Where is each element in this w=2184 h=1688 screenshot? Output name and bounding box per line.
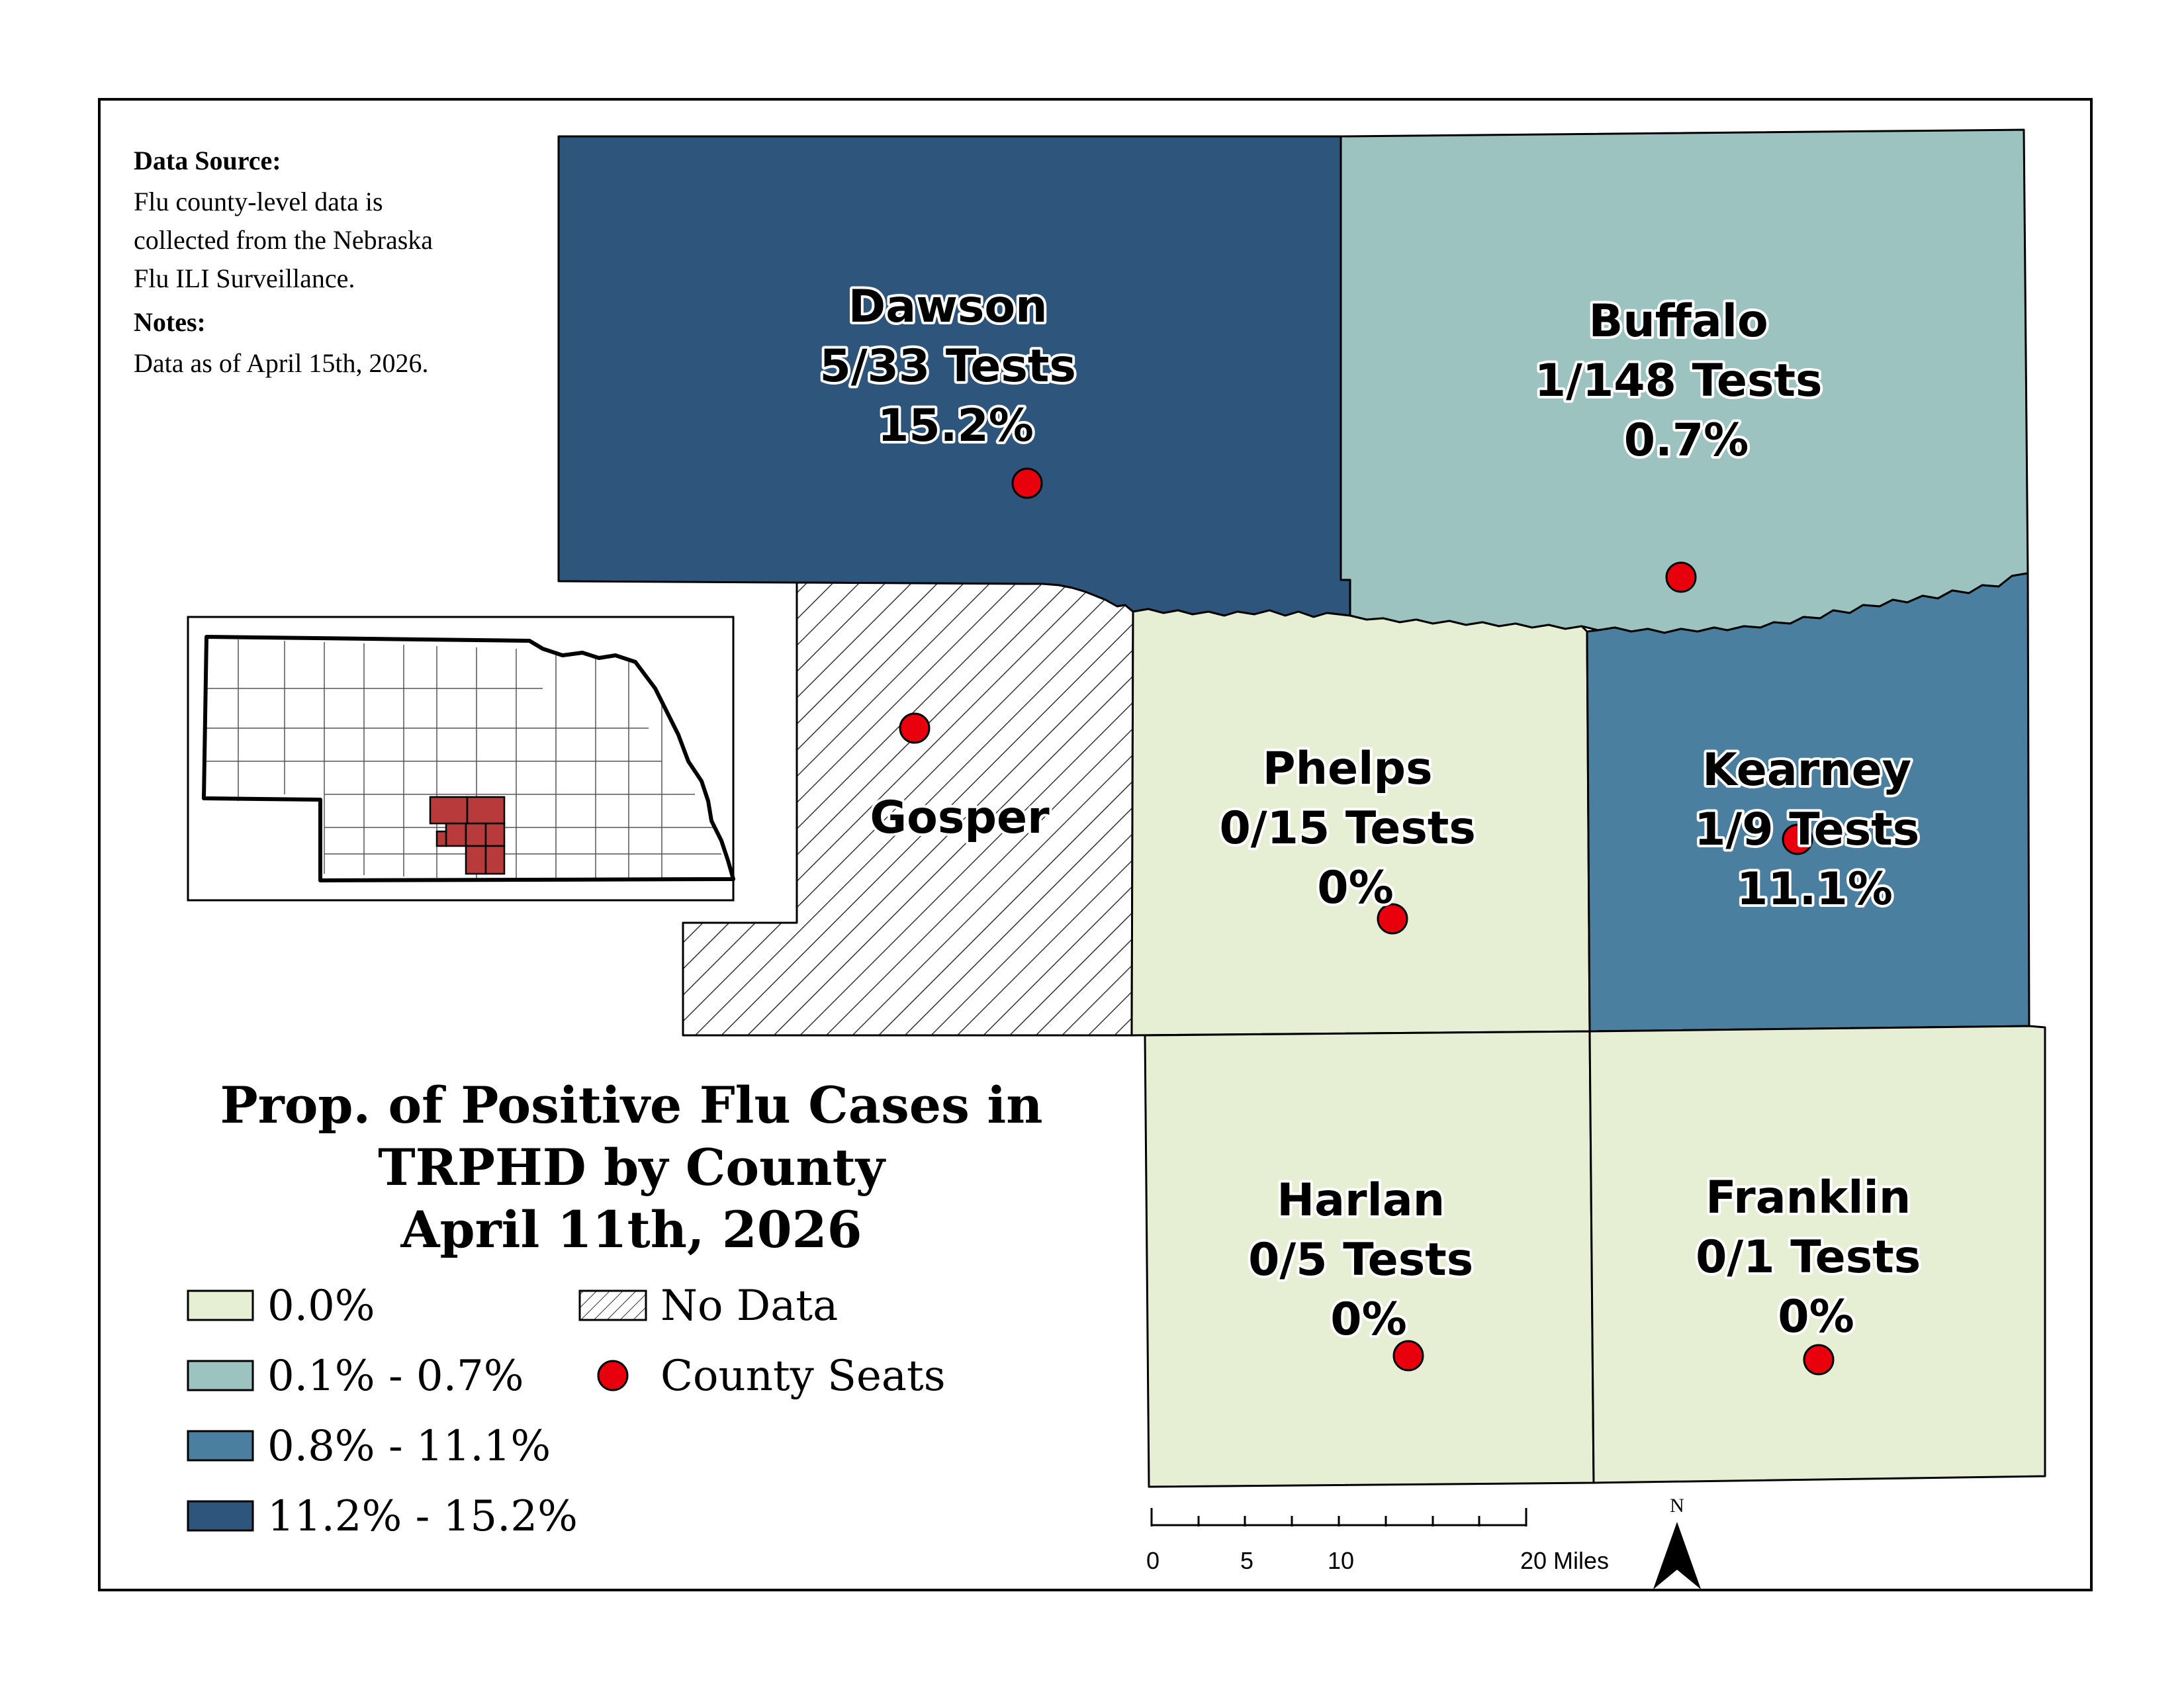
scale-label: 5 bbox=[1240, 1547, 1253, 1574]
scale-label: 10 bbox=[1328, 1547, 1354, 1574]
inset-locator-map bbox=[187, 616, 735, 902]
county-phelps[interactable] bbox=[1130, 608, 1591, 1037]
county-seat-franklin[interactable] bbox=[1803, 1344, 1835, 1376]
county-name: Harlan bbox=[1277, 1174, 1445, 1227]
legend-county-seat-icon bbox=[597, 1360, 629, 1391]
county-label-franklin: Franklin 0/1 Tests 0% bbox=[1696, 1172, 1936, 1343]
county-percent: 15.2% bbox=[878, 400, 1034, 452]
legend-label: 0.0% bbox=[267, 1282, 375, 1331]
scale-label: 0 bbox=[1146, 1547, 1160, 1574]
data-source-line: Flu ILI Surveillance. bbox=[134, 263, 355, 293]
county-seat-dawson[interactable] bbox=[1011, 467, 1043, 499]
county-polygons bbox=[557, 128, 2046, 1488]
county-label-harlan: Harlan 0/5 Tests 0% bbox=[1248, 1174, 1489, 1346]
title-line: April 11th, 2026 bbox=[400, 1200, 862, 1259]
north-arrow-icon: N bbox=[1653, 1495, 1702, 1590]
map-frame bbox=[98, 98, 2093, 1591]
legend-label-county-seats: County Seats bbox=[660, 1352, 946, 1401]
north-label: N bbox=[1670, 1495, 1684, 1517]
data-source-notes: Data Source: Flu county-level data is co… bbox=[134, 146, 433, 378]
county-kearney[interactable] bbox=[1586, 572, 2030, 1033]
county-labels: Dawson 5/33 Tests 15.2% Buffalo 1/148 Te… bbox=[817, 278, 1936, 1348]
county-seat-gosper[interactable] bbox=[899, 712, 931, 744]
county-seat-harlan[interactable] bbox=[1392, 1340, 1424, 1372]
legend-swatch bbox=[187, 1289, 254, 1321]
legend-swatch bbox=[187, 1360, 254, 1391]
notes-line: Data as of April 15th, 2026. bbox=[134, 348, 429, 378]
scale-bar-labels: 0 5 10 20 Miles bbox=[1146, 1547, 1609, 1574]
county-name: Kearney bbox=[1702, 744, 1911, 796]
legend-label: 0.1% - 0.7% bbox=[267, 1352, 524, 1401]
nebraska-locator-icon bbox=[202, 635, 735, 882]
county-tests: 0/1 Tests bbox=[1696, 1231, 1921, 1284]
county-label-phelps: Phelps 0/15 Tests 0% bbox=[1219, 743, 1491, 914]
title-line: TRPHD by County bbox=[378, 1138, 886, 1197]
data-source-line: Flu county-level data is bbox=[134, 187, 383, 216]
county-percent: 11.1% bbox=[1737, 863, 1893, 915]
legend-label: 11.2% - 15.2% bbox=[267, 1492, 578, 1541]
county-label-kearney: Kearney 1/9 Tests 11.1% bbox=[1694, 744, 1935, 915]
county-percent: 0% bbox=[1330, 1293, 1406, 1346]
county-name: Phelps bbox=[1263, 743, 1433, 795]
county-tests: 1/9 Tests bbox=[1694, 804, 1919, 856]
county-label-buffalo: Buffalo 1/148 Tests 0.7% bbox=[1535, 295, 1838, 467]
scale-label: 20 Miles bbox=[1520, 1547, 1609, 1574]
county-percent: 0% bbox=[1778, 1291, 1854, 1343]
legend-swatch-no-data bbox=[578, 1289, 647, 1321]
county-tests: 0/5 Tests bbox=[1248, 1234, 1473, 1286]
county-label-gosper: Gosper bbox=[870, 792, 1050, 844]
legend-swatch bbox=[187, 1500, 254, 1532]
county-seat-kearney[interactable] bbox=[1782, 823, 1813, 855]
county-tests: 1/148 Tests bbox=[1535, 355, 1823, 407]
county-label-dawson: Dawson 5/33 Tests 15.2% bbox=[819, 281, 1091, 452]
county-name: Dawson bbox=[848, 281, 1048, 333]
legend-label-no-data: No Data bbox=[660, 1282, 838, 1331]
legend-label: 0.8% - 11.1% bbox=[267, 1422, 551, 1471]
legend-swatch bbox=[187, 1430, 254, 1462]
data-source-heading: Data Source: bbox=[134, 146, 281, 175]
legend: 0.0% 0.1% - 0.7% 0.8% - 11.1% 11.2% - 15… bbox=[187, 1282, 946, 1541]
inset-frame bbox=[187, 616, 735, 902]
county-gosper[interactable] bbox=[682, 581, 1134, 1037]
title-line: Prop. of Positive Flu Cases in bbox=[220, 1076, 1043, 1135]
notes-heading: Notes: bbox=[134, 307, 206, 337]
county-name: Franklin bbox=[1706, 1172, 1911, 1224]
county-tests: 0/15 Tests bbox=[1219, 802, 1475, 855]
map-title: Prop. of Positive Flu Cases in TRPHD by … bbox=[220, 1076, 1043, 1259]
county-percent: 0.7% bbox=[1624, 414, 1749, 467]
county-tests: 5/33 Tests bbox=[819, 340, 1075, 393]
county-franklin[interactable] bbox=[1588, 1025, 2046, 1484]
county-name: Gosper bbox=[870, 792, 1050, 844]
data-source-line: collected from the Nebraska bbox=[134, 225, 433, 255]
county-seat-phelps[interactable] bbox=[1377, 903, 1408, 935]
county-name: Buffalo bbox=[1589, 295, 1768, 348]
scale-bar bbox=[1150, 1508, 1527, 1526]
county-seat-buffalo[interactable] bbox=[1665, 561, 1697, 593]
county-seats bbox=[899, 467, 1835, 1376]
county-percent: 0% bbox=[1317, 862, 1393, 914]
